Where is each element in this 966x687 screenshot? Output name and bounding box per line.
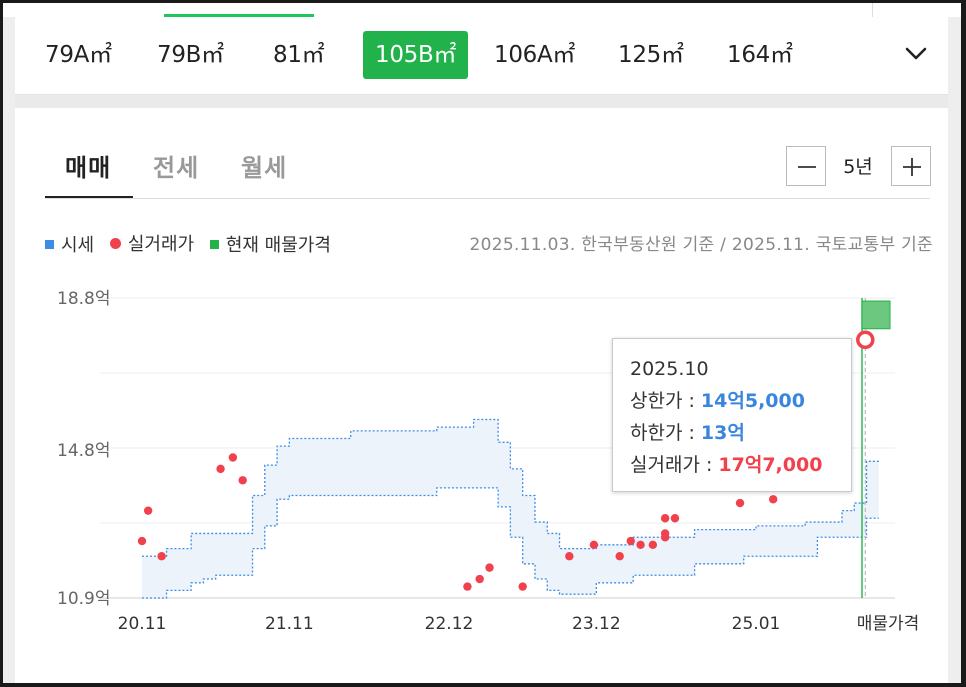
top-tab-strip xyxy=(3,3,961,17)
tooltip-upper-label: 상한가 : xyxy=(630,390,701,412)
market-price-upper-line xyxy=(142,418,879,557)
expand-area-tabs-chevron-icon[interactable] xyxy=(901,39,931,69)
actual-deal-point xyxy=(660,514,670,523)
legend-item-listing-price: 현재 매물가격 xyxy=(209,231,331,257)
actual-deal-point xyxy=(238,476,247,485)
area-tab-164[interactable]: 164㎡ xyxy=(727,42,793,68)
deal-tab-jeonse[interactable]: 전세 xyxy=(153,154,200,182)
area-tab-125[interactable]: 125㎡ xyxy=(618,42,684,68)
period-increase-button[interactable] xyxy=(891,146,931,186)
area-size-tabs: 79A㎡ 79B㎡ 81㎡ 105B㎡ 106A㎡ 125㎡ 164㎡ xyxy=(15,17,948,95)
legend-dot-icon xyxy=(109,237,121,249)
tooltip-lower-row: 하한가 : 13억 xyxy=(630,417,851,449)
area-tab-81[interactable]: 81㎡ xyxy=(273,42,325,68)
app-frame: 79A㎡ 79B㎡ 81㎡ 105B㎡ 106A㎡ 125㎡ 164㎡ 매매 전… xyxy=(3,3,961,683)
actual-deal-point-highlight xyxy=(856,330,875,350)
actual-deal-point xyxy=(636,540,645,550)
legend-label: 시세 xyxy=(61,235,95,256)
actual-deal-point xyxy=(626,536,635,546)
chart-tooltip: 2025.10 상한가 : 14억5,000 하한가 : 13억 실거래가 : … xyxy=(612,338,852,492)
area-tab-79b[interactable]: 79B㎡ xyxy=(157,42,224,68)
area-tab-79a[interactable]: 79A㎡ xyxy=(45,42,112,68)
period-decrease-button[interactable] xyxy=(786,146,826,186)
actual-deal-point xyxy=(216,464,225,474)
legend-item-market-price: 시세 xyxy=(45,231,94,257)
period-label: 5년 xyxy=(843,156,873,178)
deal-tab-monthly[interactable]: 월세 xyxy=(241,154,288,182)
market-price-lower-line xyxy=(142,487,879,599)
top-tab-indicator xyxy=(164,14,314,17)
actual-deal-point xyxy=(670,514,680,523)
x-tick-label: 23.12 xyxy=(572,614,621,634)
y-tick-label: 18.8억 xyxy=(57,289,111,309)
actual-deal-point xyxy=(615,552,624,561)
price-chart-card: 매매 전세 월세 5년 시세 실거래가 현재 매물가격 2025.11 xyxy=(15,108,948,683)
actual-deal-point xyxy=(518,582,527,591)
legend-item-actual-deal: 실거래가 xyxy=(109,230,195,256)
actual-deal-point xyxy=(565,552,574,561)
chart-legend: 시세 실거래가 현재 매물가격 xyxy=(45,230,341,257)
actual-deal-point xyxy=(648,540,658,550)
x-tick-label: 25.01 xyxy=(732,614,781,634)
actual-deal-point xyxy=(485,563,494,572)
plus-icon xyxy=(903,158,921,176)
actual-deal-point xyxy=(228,453,238,462)
actual-deal-point xyxy=(660,529,670,538)
tooltip-deal-value: 17억7,000 xyxy=(718,454,823,476)
actual-deal-point xyxy=(735,498,745,508)
actual-deal-point xyxy=(463,582,472,591)
tooltip-deal-row: 실거래가 : 17억7,000 xyxy=(630,449,851,481)
tooltip-date: 2025.10 xyxy=(630,358,709,380)
area-tab-106a[interactable]: 106A㎡ xyxy=(494,42,576,68)
market-price-band xyxy=(142,419,879,598)
minus-icon xyxy=(798,166,816,168)
actual-deal-point xyxy=(157,552,166,561)
tooltip-upper-value: 14억5,000 xyxy=(700,390,805,412)
section-gap xyxy=(15,95,948,108)
x-tick-label: 20.11 xyxy=(118,614,167,634)
legend-label: 실거래가 xyxy=(127,234,195,255)
x-tick-label: 21.11 xyxy=(265,614,314,634)
x-tick-label-listing: 매물가격 xyxy=(857,614,920,634)
top-tab-divider xyxy=(872,3,873,17)
deal-tab-active-underline xyxy=(45,196,133,199)
y-tick-label: 10.9억 xyxy=(57,589,111,609)
actual-deal-point xyxy=(475,574,484,584)
actual-deal-point xyxy=(143,506,153,515)
deal-tab-sale[interactable]: 매매 xyxy=(65,154,112,182)
price-chart: 10.9억 14.8억 18.8억 20.11 21.11 22.12 23.12 25.01… xyxy=(57,289,920,634)
data-source-note: 2025.11.03. 한국부동산원 기준 / 2025.11. 국토교통부 기… xyxy=(469,235,933,255)
legend-square-icon xyxy=(209,239,219,249)
tooltip-deal-label: 실거래가 : xyxy=(630,454,719,476)
tooltip-lower-value: 13억 xyxy=(700,422,745,444)
tooltip-upper-row: 상한가 : 14억5,000 xyxy=(630,385,851,417)
deal-tab-divider xyxy=(45,198,930,199)
x-tick-label: 22.12 xyxy=(425,614,474,634)
actual-deal-point xyxy=(768,495,778,504)
y-tick-label: 14.8억 xyxy=(57,441,111,461)
actual-deal-point xyxy=(137,536,147,546)
legend-square-icon xyxy=(45,239,54,249)
listing-price-bar xyxy=(861,300,891,330)
area-tab-105b[interactable]: 105B㎡ xyxy=(363,31,469,79)
legend-label: 현재 매물가격 xyxy=(225,235,331,256)
actual-deal-point xyxy=(589,540,599,550)
tooltip-lower-label: 하한가 : xyxy=(630,422,701,444)
